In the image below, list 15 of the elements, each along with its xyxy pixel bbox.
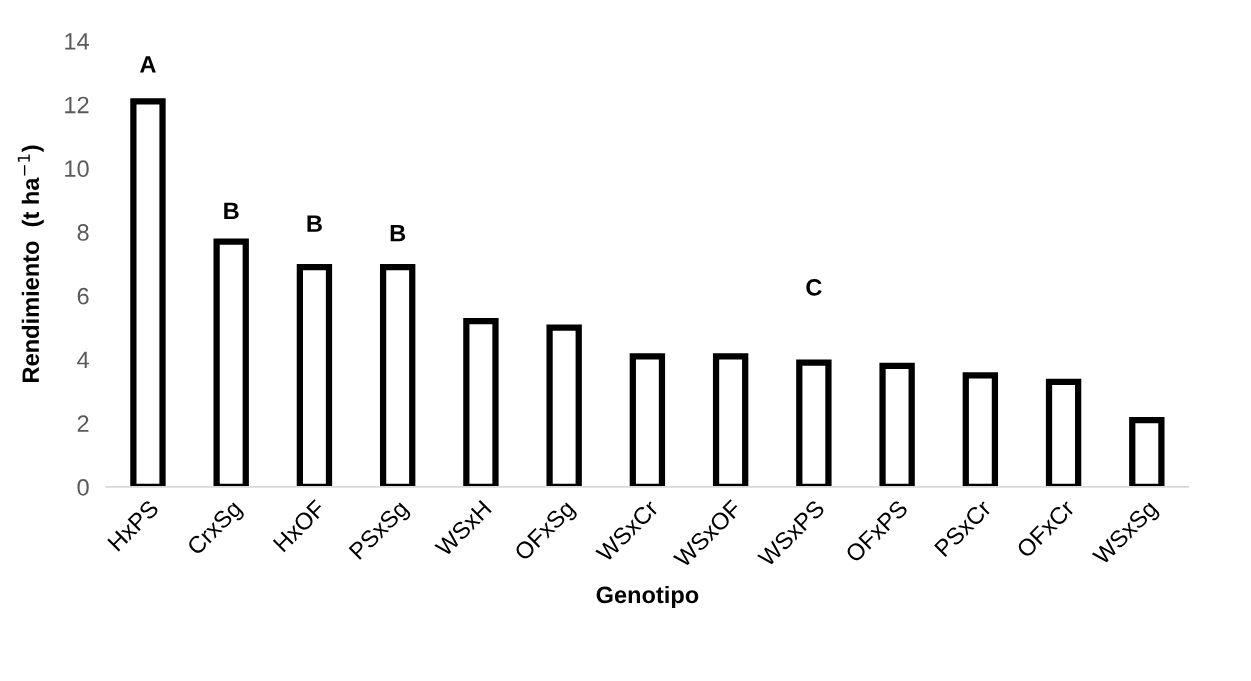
y-tick-label: 14 [65,33,89,50]
annotation: B [390,225,406,242]
x-axis-title: Genotipo [596,585,699,608]
y-tick-label: 8 [77,224,89,241]
y-tick-label: 4 [77,351,89,369]
annotation: A [140,56,156,73]
y-tick-label: 2 [77,415,89,432]
annotation: C [806,278,822,296]
y-tick-label: 0 [77,478,89,496]
y-tick-label: 10 [65,160,89,178]
y-axis-title: Rendimiento (t ha$^{−1}$) [17,145,44,382]
y-tick-label: 6 [77,287,89,305]
annotation: B [307,215,322,232]
y-tick-label: 12 [65,96,89,114]
annotation: B [224,202,239,220]
